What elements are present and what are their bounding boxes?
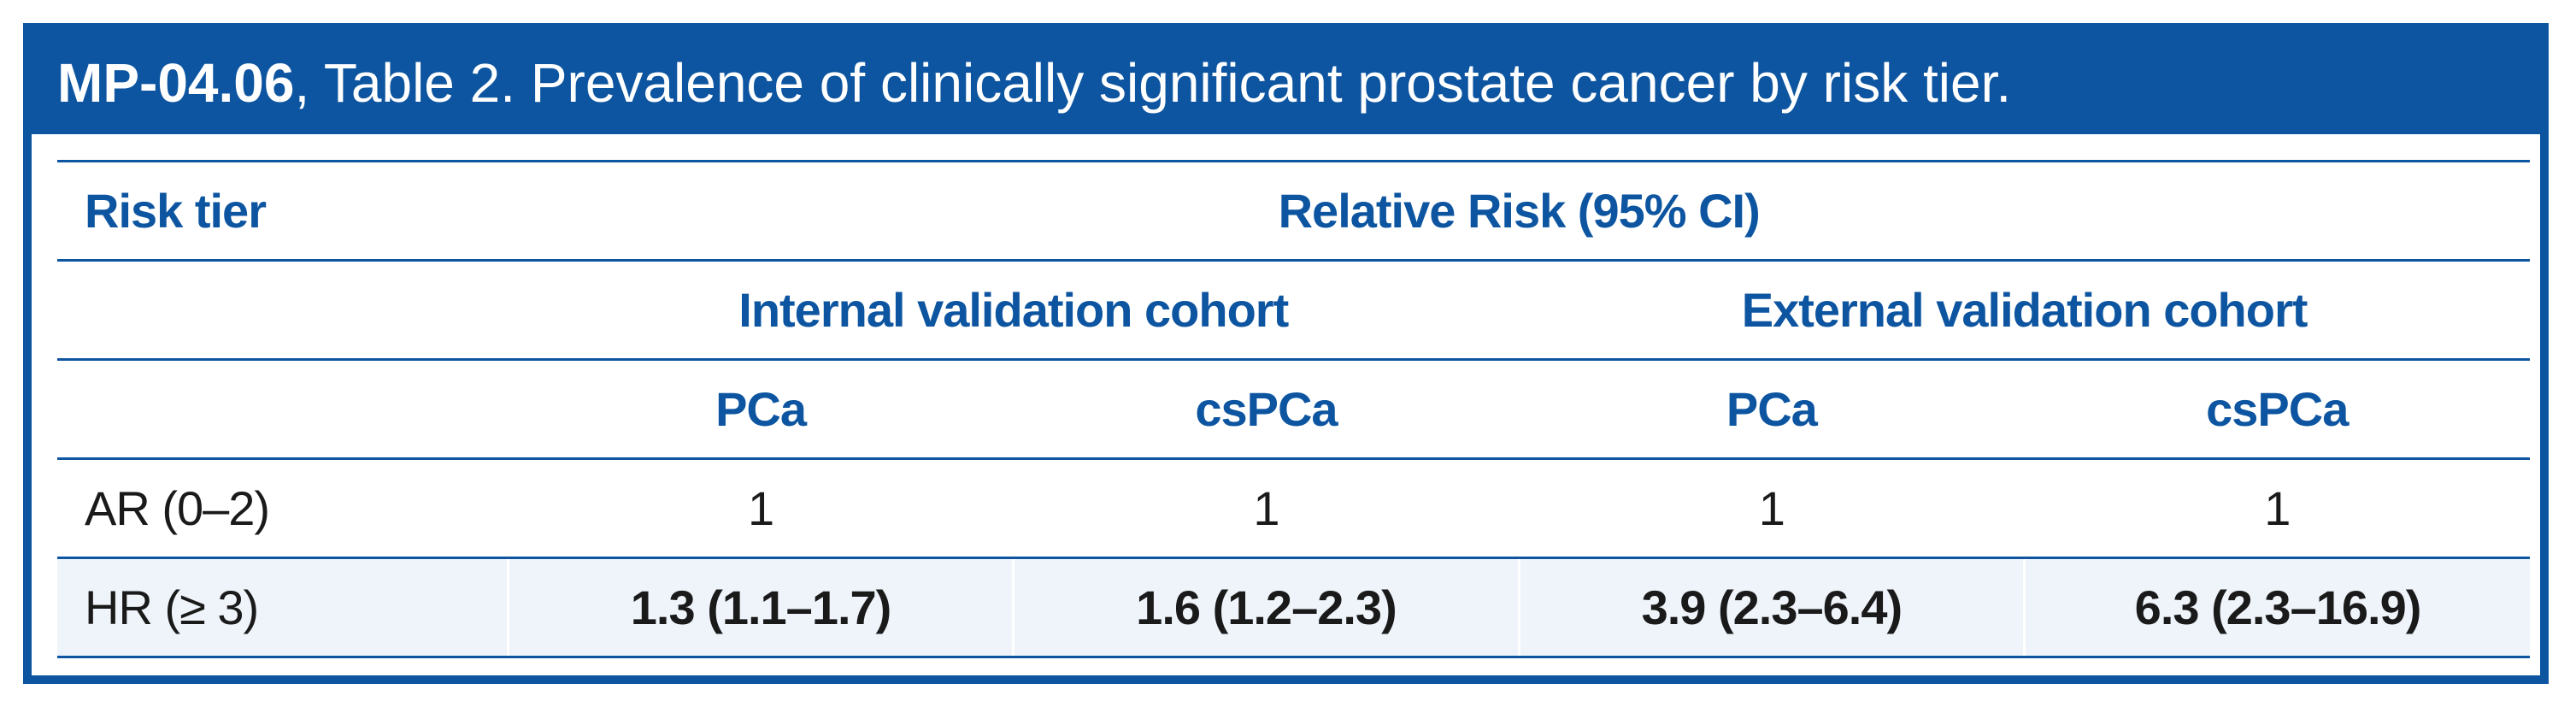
table-row: HR (≥ 3) 1.3 (1.1–1.7) 1.6 (1.2–2.3) 3.9… (57, 557, 2530, 658)
relative-risk-table: Risk tier Relative Risk (95% CI) Interna… (57, 160, 2530, 658)
table-cell: 1 (2024, 457, 2530, 558)
subcolumn-header: PCa (1519, 358, 2025, 459)
table-cell: 3.9 (2.3–6.4) (1517, 557, 2025, 658)
external-cohort-header: External validation cohort (1519, 259, 2530, 360)
table-row: AR (0–2) 1 1 1 1 (57, 457, 2530, 558)
header-row-1: Risk tier Relative Risk (95% CI) (57, 160, 2530, 261)
relative-risk-header: Relative Risk (95% CI) (508, 160, 2530, 261)
empty-header-cell (57, 358, 509, 459)
subcolumn-header: csPCa (2024, 358, 2530, 459)
empty-header-cell (57, 259, 509, 360)
table-cell: 1 (1519, 457, 2025, 558)
table-cell: 6.3 (2.3–16.9) (2023, 557, 2530, 658)
table-container: Risk tier Relative Risk (95% CI) Interna… (57, 160, 2530, 658)
table-title: , Table 2. Prevalence of clinically sign… (294, 52, 2012, 114)
table-cell: 1.6 (1.2–2.3) (1012, 557, 1520, 658)
header-row-3: PCa csPCa PCa csPCa (57, 358, 2530, 459)
subcolumn-header: csPCa (1013, 358, 1520, 459)
row-label: HR (≥ 3) (57, 557, 509, 658)
table-cell: 1 (1013, 457, 1520, 558)
internal-cohort-header: Internal validation cohort (508, 259, 1520, 360)
risk-tier-header: Risk tier (57, 160, 509, 261)
row-label: AR (0–2) (57, 457, 509, 558)
table-cell: 1.3 (1.1–1.7) (506, 557, 1014, 658)
title-bar: MP-04.06, Table 2. Prevalence of clinica… (32, 32, 2540, 134)
abstract-code: MP-04.06 (57, 52, 295, 114)
subcolumn-header: PCa (508, 358, 1014, 459)
table-cell: 1 (508, 457, 1014, 558)
table-frame: MP-04.06, Table 2. Prevalence of clinica… (23, 23, 2549, 684)
header-row-2: Internal validation cohort External vali… (57, 259, 2530, 360)
